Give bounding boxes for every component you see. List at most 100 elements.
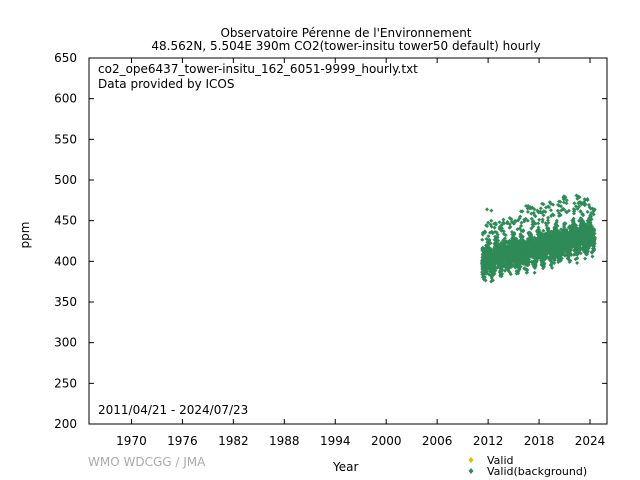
data-point [554, 238, 559, 243]
data-point [548, 232, 553, 237]
data-point [508, 224, 513, 229]
y-tick-label: 650 [54, 51, 77, 65]
data-point [500, 251, 505, 256]
data-point [551, 248, 555, 253]
data-point [482, 248, 487, 253]
provider-note: Data provided by ICOS [98, 77, 235, 91]
data-point [551, 213, 556, 218]
data-point [551, 252, 556, 257]
data-point [482, 277, 486, 282]
data-point [590, 254, 595, 259]
data-point [544, 245, 548, 250]
data-point [489, 229, 494, 234]
data-point [585, 197, 590, 201]
data-point [524, 270, 529, 275]
data-point [497, 220, 502, 225]
x-tick-label: 1988 [269, 434, 300, 448]
x-tick-label: 1982 [218, 434, 249, 448]
data-point [556, 233, 561, 238]
data-point [548, 208, 553, 213]
data-point [585, 230, 589, 235]
data-point [546, 255, 551, 260]
data-point [541, 260, 546, 265]
data-point [526, 204, 531, 208]
data-point [577, 238, 582, 243]
data-point [488, 260, 492, 265]
data-point [584, 251, 589, 256]
data-point [530, 235, 535, 240]
data-point [501, 229, 506, 234]
data-point [535, 247, 539, 252]
data-point [568, 245, 573, 250]
data-point [576, 201, 581, 206]
data-point [488, 247, 493, 251]
x-tick-label: 2012 [473, 434, 504, 448]
data-point [519, 254, 524, 258]
data-point [559, 204, 563, 209]
y-tick-label: 300 [54, 336, 77, 350]
legend-label-valid: Valid [487, 454, 514, 467]
data-point [581, 213, 586, 218]
data-point [557, 245, 562, 250]
data-point [515, 262, 520, 267]
data-point [573, 257, 578, 262]
data-point [567, 230, 572, 235]
data-point [587, 205, 592, 210]
data-point [559, 234, 564, 239]
data-point [568, 258, 573, 263]
x-tick-label: 1994 [320, 434, 351, 448]
data-point [510, 248, 514, 253]
y-tick-label: 550 [54, 132, 77, 146]
data-point [589, 250, 594, 254]
data-point [583, 256, 588, 261]
data-point [552, 225, 557, 230]
data-point [541, 228, 546, 233]
data-point [586, 221, 591, 226]
data-point [486, 220, 491, 225]
data-point [557, 211, 562, 216]
data-point [492, 221, 497, 226]
data-point [553, 228, 558, 233]
data-point [555, 252, 560, 257]
legend-label-background: Valid(background) [487, 465, 588, 478]
data-point [583, 246, 587, 251]
y-tick-label: 500 [54, 173, 77, 187]
data-point [521, 250, 526, 255]
data-point [520, 259, 525, 264]
legend-marks [468, 457, 474, 474]
data-point [511, 238, 516, 243]
data-point [564, 209, 568, 214]
data-point [489, 224, 494, 229]
data-point [488, 273, 493, 278]
data-point [505, 264, 509, 269]
data-point [502, 221, 507, 226]
data-point [486, 234, 491, 239]
data-point [590, 235, 595, 240]
data-point [513, 241, 518, 246]
data-point [493, 268, 498, 273]
data-point [585, 209, 590, 214]
data-point [567, 224, 572, 229]
data-point [565, 256, 570, 261]
data-point [541, 202, 546, 207]
y-axis-label: ppm [18, 221, 32, 249]
x-tick-label: 2024 [575, 434, 606, 448]
data-point [586, 244, 591, 249]
data-point [589, 211, 594, 216]
data-point [578, 223, 583, 228]
data-point [589, 226, 594, 230]
data-point [574, 204, 578, 209]
data-point [525, 209, 530, 214]
data-point [526, 258, 531, 263]
data-point [561, 228, 566, 233]
data-point [550, 241, 555, 246]
y-tick-label: 350 [54, 295, 77, 309]
data-point [502, 240, 507, 245]
y-tick-label: 450 [54, 214, 77, 228]
data-point [546, 220, 551, 225]
x-tick-label: 2000 [371, 434, 402, 448]
data-point [556, 202, 560, 207]
data-point [577, 242, 582, 246]
chart-title-line2: 48.562N, 5.504E 390m CO2(tower-insitu to… [151, 39, 541, 53]
legend-marker-background [468, 468, 474, 474]
